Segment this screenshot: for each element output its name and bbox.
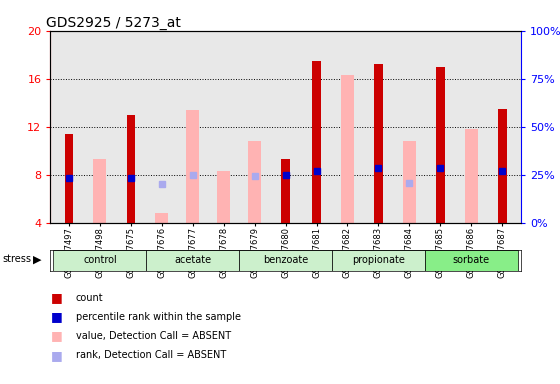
Text: ■: ■: [50, 291, 62, 304]
Bar: [54, 250, 146, 271]
Bar: [217, 171, 230, 223]
Text: rank, Detection Call = ABSENT: rank, Detection Call = ABSENT: [76, 350, 226, 360]
Text: percentile rank within the sample: percentile rank within the sample: [76, 312, 241, 322]
Bar: [64, 134, 73, 223]
Bar: [94, 159, 106, 223]
Text: sorbate: sorbate: [452, 255, 490, 265]
Bar: [281, 159, 290, 223]
Bar: [498, 109, 507, 223]
Bar: [465, 129, 478, 223]
Bar: [341, 75, 354, 223]
Bar: [239, 250, 332, 271]
Text: propionate: propionate: [352, 255, 405, 265]
Bar: [374, 65, 383, 223]
Bar: [186, 110, 199, 223]
Text: GDS2925 / 5273_at: GDS2925 / 5273_at: [46, 16, 180, 30]
Bar: [403, 141, 416, 223]
Text: ■: ■: [50, 329, 62, 343]
Bar: [436, 67, 445, 223]
Bar: [155, 213, 169, 223]
Bar: [332, 250, 425, 271]
Bar: [146, 250, 239, 271]
Text: stress: stress: [3, 254, 32, 264]
Text: control: control: [83, 255, 117, 265]
Text: count: count: [76, 293, 103, 303]
Bar: [312, 61, 321, 223]
Text: ■: ■: [50, 310, 62, 323]
Text: benzoate: benzoate: [263, 255, 308, 265]
Bar: [127, 115, 135, 223]
Bar: [248, 141, 261, 223]
Bar: [425, 250, 517, 271]
Text: ■: ■: [50, 349, 62, 362]
Text: ▶: ▶: [32, 254, 41, 264]
Text: acetate: acetate: [174, 255, 211, 265]
Text: value, Detection Call = ABSENT: value, Detection Call = ABSENT: [76, 331, 231, 341]
